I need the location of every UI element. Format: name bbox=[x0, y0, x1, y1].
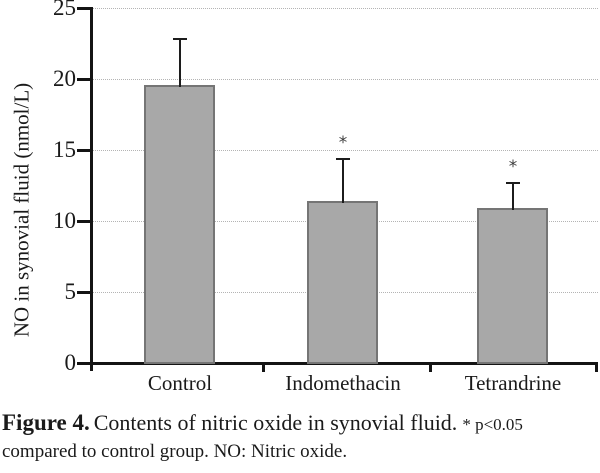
significance-asterisk: * bbox=[508, 157, 518, 177]
caption-line-2: compared to control group. NO: Nitric ox… bbox=[2, 441, 348, 462]
y-tick-label: 0 bbox=[64, 350, 77, 375]
y-axis-tick bbox=[77, 291, 91, 294]
y-axis-line bbox=[90, 7, 93, 371]
y-gridline bbox=[93, 150, 598, 151]
bar-control bbox=[144, 85, 215, 364]
x-category-label: Tetrandrine bbox=[464, 371, 562, 395]
y-axis-tick bbox=[77, 149, 91, 152]
x-category-label: Indomethacin bbox=[285, 371, 401, 395]
figure-number-label: Figure 4. bbox=[2, 410, 90, 435]
error-bar-cap bbox=[336, 158, 350, 160]
bar-tetrandrine bbox=[477, 208, 548, 364]
x-axis-tick bbox=[595, 362, 598, 372]
error-bar-line bbox=[512, 183, 514, 210]
y-axis-tick bbox=[77, 7, 91, 10]
y-gridline bbox=[93, 8, 598, 9]
y-axis-tick bbox=[77, 78, 91, 81]
bar-indomethacin bbox=[307, 201, 378, 364]
y-tick-label: 5 bbox=[64, 279, 77, 304]
error-bar-line bbox=[179, 39, 181, 87]
caption-title: Contents of nitric oxide in synovial flu… bbox=[93, 410, 458, 435]
y-axis-title: NO in synovial fluid (nmol/L) bbox=[9, 82, 34, 338]
significance-asterisk: * bbox=[338, 133, 348, 153]
caption-significance-note: * p<0.05 bbox=[462, 415, 523, 434]
y-tick-label: 25 bbox=[53, 0, 76, 20]
error-bar-line bbox=[342, 159, 344, 203]
y-axis-tick bbox=[77, 220, 91, 223]
y-tick-label: 10 bbox=[53, 208, 76, 233]
error-bar-cap bbox=[173, 38, 187, 40]
y-tick-label: 15 bbox=[53, 137, 76, 162]
y-tick-label: 20 bbox=[53, 66, 76, 91]
y-gridline bbox=[93, 79, 598, 80]
figure-caption: Figure 4. Contents of nitric oxide in syn… bbox=[2, 410, 600, 463]
y-axis-tick bbox=[77, 362, 91, 365]
x-axis-tick bbox=[429, 362, 432, 372]
x-axis-tick bbox=[262, 362, 265, 372]
x-category-label: Control bbox=[147, 371, 213, 395]
error-bar-cap bbox=[506, 182, 520, 184]
caption-line-1: Figure 4. Contents of nitric oxide in syn… bbox=[2, 410, 600, 436]
